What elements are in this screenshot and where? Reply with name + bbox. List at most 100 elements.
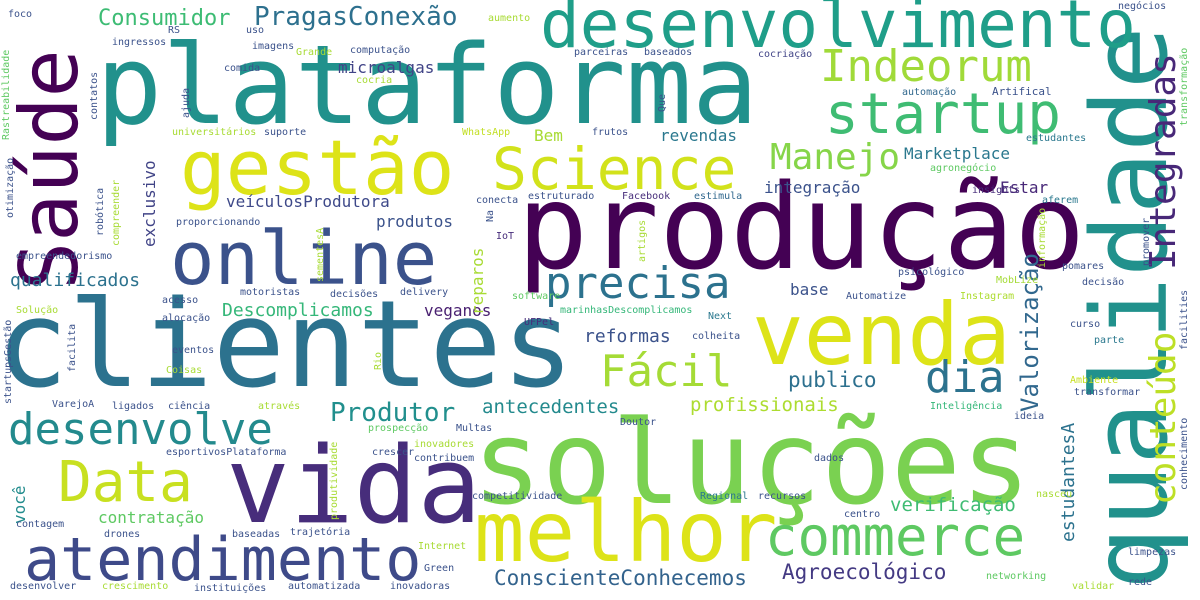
word-startupsgestao: startupsGestão bbox=[3, 319, 14, 404]
word-recursos: recursos bbox=[758, 491, 807, 502]
word-multas: Multas bbox=[456, 423, 493, 434]
word-atendimento: atendimento bbox=[24, 525, 422, 595]
word-cocria: cocria bbox=[356, 75, 393, 86]
word-doutor: Doutor bbox=[620, 417, 657, 428]
word-crescer: crescer bbox=[372, 447, 415, 458]
word-qualificados: qualificados bbox=[10, 270, 141, 291]
word-uso: uso bbox=[246, 25, 265, 36]
word-conhecimento: conhecimento bbox=[1179, 417, 1190, 490]
word-pragasconexao: PragasConexão bbox=[254, 2, 458, 32]
word-publico: publico bbox=[788, 368, 877, 392]
word-baseados: baseados bbox=[644, 47, 693, 58]
word-desenvolve: desenvolve bbox=[8, 404, 273, 455]
word-dados: dados bbox=[814, 453, 845, 464]
word-desenvolvimento: desenvolvimento bbox=[540, 0, 1137, 63]
word-estudantesa: estudantesA bbox=[1058, 422, 1079, 542]
word-competitividade: competitividade bbox=[472, 491, 563, 502]
word-estruturado: estruturado bbox=[528, 191, 595, 202]
word-rio: Rio bbox=[373, 351, 384, 370]
word-automatizada: automatizada bbox=[288, 581, 361, 592]
word-estudantes: estudantes bbox=[1026, 133, 1087, 144]
word-software: software bbox=[512, 291, 561, 302]
word-insights: insights bbox=[972, 185, 1021, 196]
word-crescimento: crescimento bbox=[102, 581, 169, 592]
word-integracao: integração bbox=[764, 178, 861, 197]
word-veganos: veganos bbox=[424, 301, 492, 320]
word-conecta: conecta bbox=[476, 195, 519, 206]
word-ufpel: UFPel bbox=[524, 317, 555, 328]
word-solucao: Solução bbox=[16, 305, 59, 316]
word-inovadores: inovadores bbox=[414, 439, 475, 450]
word-antecedentes: antecedentes bbox=[482, 396, 620, 418]
word-cocriacao: cocriação bbox=[758, 49, 813, 60]
word-motoristas: motoristas bbox=[240, 287, 301, 298]
word-aumento: aumento bbox=[488, 13, 531, 24]
word-universitarios: universitários bbox=[172, 127, 257, 138]
word-validar: validar bbox=[1072, 581, 1115, 592]
word-precisa: precisa bbox=[545, 258, 731, 309]
word-ambiente: Ambiente bbox=[1070, 375, 1119, 386]
word-delivery: delivery bbox=[400, 287, 449, 298]
word-colheita: colheita bbox=[692, 331, 741, 342]
word-bem: Bem bbox=[534, 126, 563, 145]
word-veiculosprodutora: veículosProdutora bbox=[226, 192, 390, 211]
word-microalgas: microalgas bbox=[338, 58, 435, 77]
word-produtos: produtos bbox=[376, 212, 454, 231]
word-transformacao: transformação bbox=[1179, 47, 1190, 126]
word-inovadoras: inovadoras bbox=[390, 581, 451, 592]
word-instituicoes: instituições bbox=[194, 583, 267, 594]
word-informacao: informação bbox=[1037, 207, 1048, 268]
word-decisao: decisão bbox=[1082, 277, 1125, 288]
word-promover: promover bbox=[1141, 217, 1152, 266]
word-produtor: Produtor bbox=[330, 398, 456, 428]
word-facilities: facilities bbox=[1179, 289, 1190, 350]
word-sementesa: sementesA bbox=[315, 227, 326, 282]
word-manejo: Manejo bbox=[770, 137, 901, 178]
word-profissionais: profissionais bbox=[690, 394, 839, 416]
word-regional: Regional bbox=[700, 491, 749, 502]
word-indeorum: Indeorum bbox=[820, 41, 1032, 92]
word-prospeccao: prospecção bbox=[368, 423, 429, 434]
word-curso: curso bbox=[1070, 319, 1101, 330]
word-acesso: acesso bbox=[162, 295, 199, 306]
word-ajuda: ajuda bbox=[181, 87, 192, 118]
word-centro: centro bbox=[844, 509, 881, 520]
word-imagens: imagens bbox=[252, 41, 295, 52]
word-parte: parte bbox=[1094, 335, 1125, 346]
word-revendas: revendas bbox=[660, 126, 738, 145]
word-drones: drones bbox=[104, 529, 141, 540]
word-rede: rede bbox=[1128, 577, 1153, 588]
word-internet: Internet bbox=[418, 541, 467, 552]
word-decisoes: decisões bbox=[330, 289, 379, 300]
word-facil: Fácil bbox=[600, 346, 733, 397]
word-rs: RS bbox=[168, 25, 181, 36]
word-ciencia: ciência bbox=[168, 401, 211, 412]
word-coisas: Coisas bbox=[166, 365, 203, 376]
word-exclusivo: exclusivo bbox=[140, 160, 159, 247]
word-ligados: ligados bbox=[112, 401, 155, 412]
word-producao: produção bbox=[517, 158, 1086, 296]
word-moblize: MobLize bbox=[996, 275, 1039, 286]
word-na: Na bbox=[485, 209, 496, 222]
word-conscienteconhecemos: ConscienteConhecemos bbox=[494, 566, 747, 590]
word-estimula: estimula bbox=[694, 191, 743, 202]
word-networking: networking bbox=[986, 571, 1047, 582]
word-consumidor: Consumidor bbox=[98, 6, 231, 31]
word-rastreabilidade: Rastreabilidade bbox=[1, 49, 12, 140]
word-trajetoria: trajetória bbox=[290, 527, 351, 538]
word-eventos: eventos bbox=[172, 345, 215, 356]
word-verificacao: verificação bbox=[890, 494, 1016, 516]
word-plataforma: plataforma bbox=[96, 21, 759, 149]
word-grande: Grande bbox=[296, 47, 333, 58]
word-reparos: reparos bbox=[468, 247, 487, 315]
word-contatos: contatos bbox=[89, 71, 100, 120]
word-gestao: gestão bbox=[180, 123, 455, 212]
word-nasceu: nasceu bbox=[1036, 489, 1073, 500]
word-vida: vida bbox=[226, 424, 482, 547]
word-alocacao: alocação bbox=[162, 313, 211, 324]
word-whatsapp: WhatsApp bbox=[462, 127, 511, 138]
word-agronegocio: agronegócio bbox=[930, 163, 997, 174]
word-contagem: contagem bbox=[16, 519, 65, 530]
word-suporte: suporte bbox=[264, 127, 307, 138]
